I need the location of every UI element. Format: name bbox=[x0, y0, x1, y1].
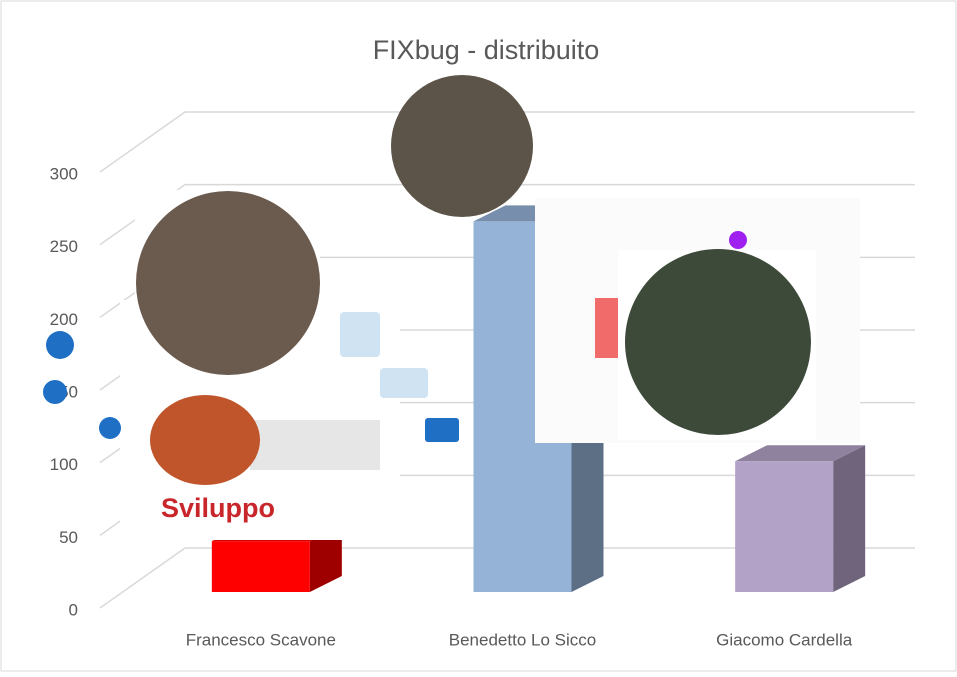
x-tick-label: Giacomo Cardella bbox=[716, 630, 853, 649]
icon bbox=[340, 312, 380, 357]
y-tick-label: 50 bbox=[59, 528, 78, 547]
illustration bbox=[729, 231, 747, 249]
icon bbox=[380, 368, 428, 398]
x-tick-label: Benedetto Lo Sicco bbox=[449, 630, 596, 649]
y-tick-label: 250 bbox=[50, 237, 78, 256]
y-tick-label: 300 bbox=[50, 164, 78, 183]
y-tick-label: 200 bbox=[50, 310, 78, 329]
icon bbox=[46, 331, 74, 359]
image-caption: Sviluppo bbox=[161, 493, 275, 523]
bar-front bbox=[212, 541, 310, 592]
chart: FIXbug - distribuito 050100150200250300F… bbox=[0, 0, 957, 672]
bar-side bbox=[833, 445, 865, 592]
photo bbox=[136, 191, 320, 375]
icon bbox=[43, 380, 67, 404]
icon bbox=[99, 417, 121, 439]
chart-title: FIXbug - distribuito bbox=[373, 35, 600, 65]
icon bbox=[425, 418, 459, 442]
illustration-monitor bbox=[250, 420, 380, 470]
photo bbox=[391, 75, 533, 217]
x-tick-label: Francesco Scavone bbox=[186, 630, 336, 649]
illustration-person bbox=[150, 395, 260, 485]
bar-front bbox=[735, 461, 833, 592]
photo bbox=[625, 249, 811, 435]
y-tick-label: 0 bbox=[69, 600, 78, 619]
y-tick-label: 100 bbox=[50, 455, 78, 474]
